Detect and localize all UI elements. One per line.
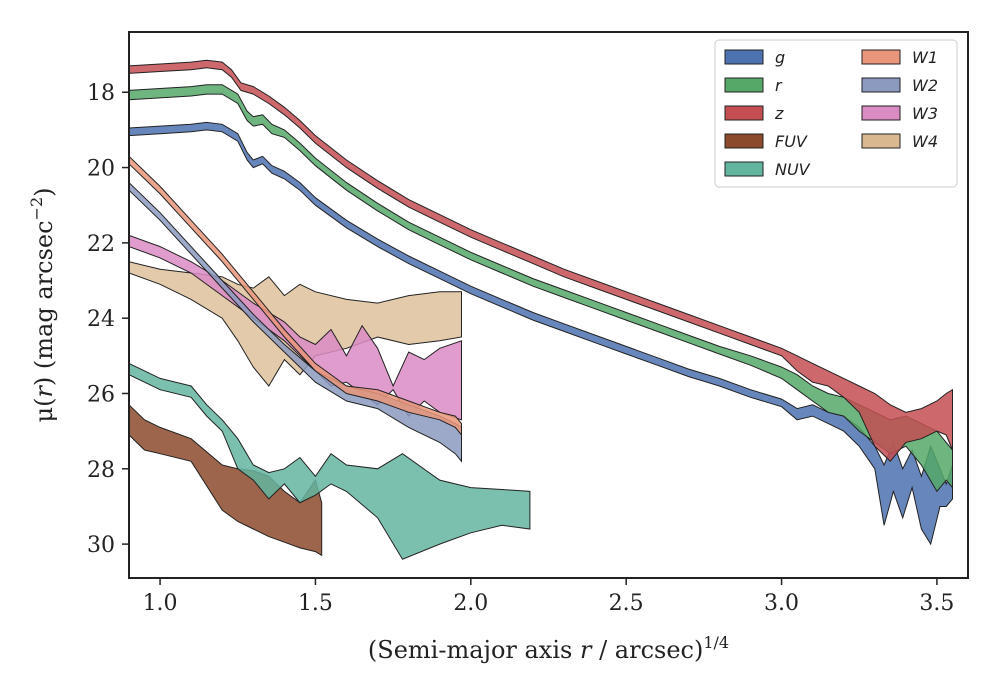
legend-label: W2 xyxy=(912,76,938,95)
x-tick-label: 1.0 xyxy=(143,591,178,616)
x-axis-label: (Semi-major axis r / arcsec)1/4 xyxy=(368,633,729,664)
legend-box xyxy=(714,39,958,188)
legend-label: NUV xyxy=(775,160,811,179)
legend-swatch xyxy=(724,77,764,93)
x-tick-label: 2.5 xyxy=(609,591,644,616)
x-tick-label: 2.0 xyxy=(453,591,488,616)
legend-swatch xyxy=(724,133,764,149)
legend: grz FUV NUV W1 W2 W3 W4 xyxy=(714,39,958,188)
legend-entry-g: g xyxy=(724,48,785,67)
y-axis-ticks: 18 20 22 24 26 28 30 xyxy=(87,81,129,558)
legend-label: z xyxy=(774,104,784,123)
x-axis-ticks: 1.0 1.5 2.0 2.5 3.0 3.5 xyxy=(143,578,954,616)
legend-entry-fuv: FUV xyxy=(724,132,808,151)
legend-entry-w2: W2 xyxy=(861,76,938,95)
legend-swatch xyxy=(861,49,901,65)
profile-bands xyxy=(129,59,953,560)
legend-swatch xyxy=(724,49,764,65)
x-tick-label: 3.0 xyxy=(764,591,799,616)
legend-entry-z: z xyxy=(724,104,784,123)
y-tick-label: 18 xyxy=(87,81,115,106)
legend-entry-nuv: NUV xyxy=(724,160,811,179)
legend-swatch xyxy=(861,133,901,149)
legend-label: FUV xyxy=(775,132,808,151)
y-tick-label: 30 xyxy=(87,533,115,558)
legend-label: g xyxy=(775,48,785,67)
band-w2 xyxy=(129,181,462,463)
legend-swatch xyxy=(724,161,764,177)
band-r xyxy=(129,84,953,493)
y-tick-label: 20 xyxy=(87,157,115,182)
band-w1 xyxy=(129,155,462,437)
legend-swatch xyxy=(861,77,901,93)
legend-label: W3 xyxy=(912,104,938,123)
x-tick-label: 3.5 xyxy=(919,591,954,616)
y-tick-label: 24 xyxy=(87,307,115,332)
legend-label: W1 xyxy=(912,48,938,67)
y-axis-label: μ(r) (mag arcsec−2) xyxy=(27,187,58,422)
band-fuv xyxy=(129,404,323,557)
band-nuv xyxy=(129,362,531,560)
plot-frame xyxy=(128,31,969,579)
band-w4 xyxy=(129,261,462,387)
legend-label: W4 xyxy=(912,132,938,151)
legend-label: r xyxy=(775,76,783,95)
legend-entry-r: r xyxy=(724,76,783,95)
band-z xyxy=(129,59,953,463)
y-tick-label: 26 xyxy=(87,382,115,407)
band-w3 xyxy=(129,234,462,421)
band-g xyxy=(129,121,953,546)
legend-swatch xyxy=(724,105,764,121)
x-tick-label: 1.5 xyxy=(298,591,333,616)
legend-entry-w4: W4 xyxy=(861,132,938,151)
legend-swatch xyxy=(861,105,901,121)
y-tick-label: 22 xyxy=(87,232,115,257)
y-tick-label: 28 xyxy=(87,458,115,483)
legend-entry-w1: W1 xyxy=(861,48,938,67)
legend-entry-w3: W3 xyxy=(861,104,938,123)
